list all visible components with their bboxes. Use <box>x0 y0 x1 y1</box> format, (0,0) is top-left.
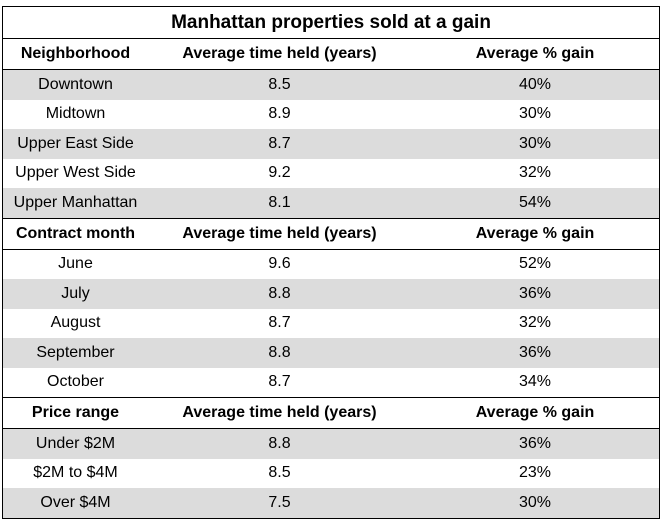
table-row: Under $2M 8.8 36% <box>3 428 660 459</box>
gain-value: 30% <box>411 129 660 159</box>
gain-value: 40% <box>411 69 660 100</box>
row-label: Downtown <box>3 69 148 100</box>
time-held-value: 8.9 <box>268 105 291 123</box>
table-row: August 8.7 32% <box>3 309 659 339</box>
gain-column-header: Average % gain <box>411 38 660 70</box>
time-held-column-header: Average time held (years) <box>148 217 411 250</box>
data-table-panel: Manhattan properties sold at a gain Neig… <box>2 6 660 519</box>
row-label: Upper West Side <box>15 164 136 182</box>
table-title: Manhattan properties sold at a gain <box>3 7 660 39</box>
section-header-row: Price range Average time held (years) Av… <box>3 397 660 429</box>
table-row: September 8.8 36% <box>3 338 660 368</box>
row-label: September <box>3 338 148 368</box>
table-row: $2M to $4M 8.5 23% <box>3 459 659 489</box>
time-held-value: 8.7 <box>268 314 291 332</box>
contract-month-column-header: Contract month <box>3 217 148 250</box>
row-label: Upper Manhattan <box>3 188 148 218</box>
time-held-value: 8.5 <box>268 464 291 482</box>
section-header-row: Neighborhood Average time held (years) A… <box>3 38 660 70</box>
time-held-value: 8.8 <box>148 338 411 368</box>
row-label: July <box>3 279 148 309</box>
time-held-value: 8.5 <box>148 69 411 100</box>
gain-value: 23% <box>518 464 552 482</box>
row-label: October <box>47 373 104 391</box>
row-label: Upper East Side <box>3 129 148 159</box>
table-row: Upper Manhattan 8.1 54% <box>3 188 660 218</box>
price-range-column-header: Price range <box>3 397 148 429</box>
time-held-column-header: Average time held (years) <box>148 38 411 70</box>
table-row: July 8.8 36% <box>3 279 660 309</box>
table-row: Over $4M 7.5 30% <box>3 488 660 518</box>
row-label: $2M to $4M <box>33 464 118 482</box>
row-label: Midtown <box>45 105 106 123</box>
row-label: June <box>58 255 93 273</box>
time-held-value: 8.8 <box>148 279 411 309</box>
gain-value: 32% <box>518 164 552 182</box>
section-header-row: Contract month Average time held (years)… <box>3 217 660 250</box>
gain-value: 30% <box>518 105 552 123</box>
gain-value: 54% <box>411 188 660 218</box>
table-row: Upper West Side 9.2 32% <box>3 159 659 189</box>
time-held-value: 8.7 <box>148 129 411 159</box>
gain-value: 52% <box>518 255 552 273</box>
table-row: June 9.6 52% <box>3 249 659 279</box>
time-held-value: 7.5 <box>148 488 411 518</box>
time-held-value: 8.8 <box>148 428 411 459</box>
data-table: Manhattan properties sold at a gain Neig… <box>3 7 660 518</box>
row-label: Over $4M <box>3 488 148 518</box>
gain-column-header: Average % gain <box>411 397 660 429</box>
table-row: October 8.7 34% <box>3 368 659 398</box>
gain-value: 34% <box>518 373 552 391</box>
gain-value: 36% <box>411 338 660 368</box>
row-label: Under $2M <box>3 428 148 459</box>
time-held-value: 9.2 <box>268 164 291 182</box>
gain-value: 30% <box>411 488 660 518</box>
gain-value: 32% <box>518 314 552 332</box>
gain-value: 36% <box>411 428 660 459</box>
table-row: Midtown 8.9 30% <box>3 100 659 130</box>
time-held-value: 8.7 <box>268 373 291 391</box>
gain-value: 36% <box>411 279 660 309</box>
gain-column-header: Average % gain <box>411 217 660 250</box>
time-held-value: 9.6 <box>268 255 291 273</box>
neighborhood-column-header: Neighborhood <box>3 38 148 70</box>
title-row: Manhattan properties sold at a gain <box>3 7 660 39</box>
table-row: Upper East Side 8.7 30% <box>3 129 660 159</box>
table-row: Downtown 8.5 40% <box>3 69 660 100</box>
row-label: August <box>50 314 101 332</box>
time-held-value: 8.1 <box>148 188 411 218</box>
time-held-column-header: Average time held (years) <box>148 397 411 429</box>
